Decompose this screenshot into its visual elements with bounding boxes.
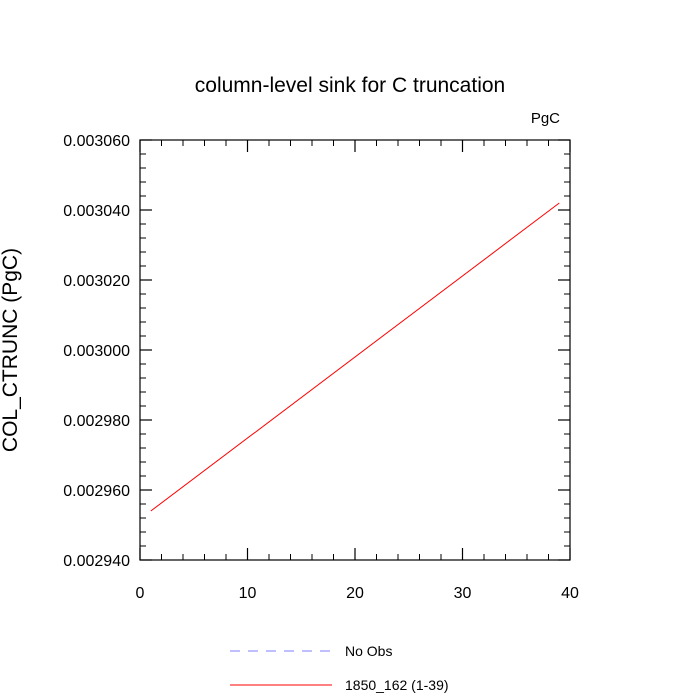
y-tick-label: 0.003020 bbox=[63, 273, 130, 290]
y-tick-label: 0.003060 bbox=[63, 133, 130, 150]
x-tick-label: 0 bbox=[136, 585, 145, 602]
series-line bbox=[150, 202, 560, 512]
y-tick-label: 0.003000 bbox=[63, 343, 130, 360]
y-tick-label: 0.003040 bbox=[63, 203, 130, 220]
x-tick-label: 20 bbox=[346, 585, 364, 602]
plot-frame bbox=[139, 139, 571, 561]
plot-area: 0 10 20 30 40 0.002940 0.002960 0.002980 0.00300… bbox=[63, 133, 579, 602]
legend-label: No Obs bbox=[345, 643, 392, 659]
y-axis-label: COL_CTRUNC (PgC) bbox=[0, 248, 22, 452]
y-tick-label: 0.002940 bbox=[63, 553, 130, 570]
y-tick-label: 0.002960 bbox=[63, 483, 130, 500]
legend: No Obs 1850_162 (1-39) bbox=[230, 643, 449, 693]
x-tick-label: 40 bbox=[561, 585, 579, 602]
units-label: PgC bbox=[531, 110, 560, 127]
legend-label: 1850_162 (1-39) bbox=[345, 677, 449, 693]
x-tick-label: 30 bbox=[454, 585, 472, 602]
x-tick-label: 10 bbox=[239, 585, 257, 602]
y-tick-label: 0.002980 bbox=[63, 413, 130, 430]
chart-title: column-level sink for C truncation bbox=[195, 74, 505, 97]
